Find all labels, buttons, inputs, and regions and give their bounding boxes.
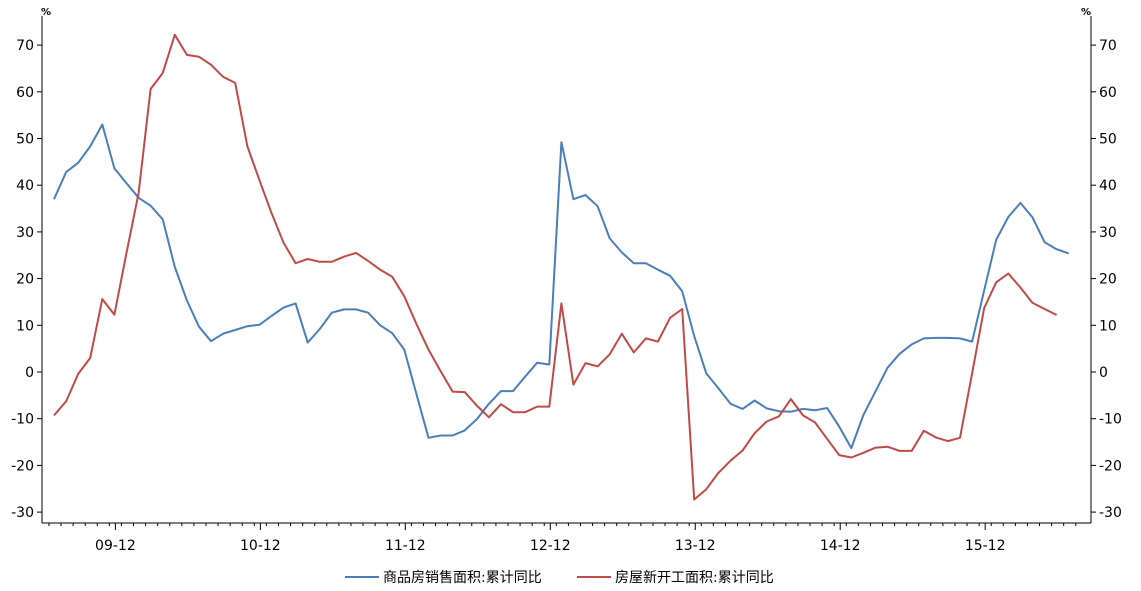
y-tick-label-right: 50	[1099, 132, 1117, 148]
y-tick-label-left: -20	[11, 458, 34, 474]
x-tick-label: 12-12	[530, 538, 571, 554]
x-tick-label: 15-12	[965, 538, 1006, 554]
x-tick-label: 09-12	[95, 538, 136, 554]
y-tick-label-left: 50	[16, 132, 34, 148]
y-tick-label-right: 10	[1099, 318, 1117, 334]
x-tick-label: 13-12	[675, 538, 716, 554]
series-line-2	[53, 33, 1058, 501]
y-tick-label-right: 60	[1099, 85, 1117, 101]
y-tick-label-left: 60	[16, 85, 34, 101]
y-tick-label-right: 0	[1099, 365, 1108, 381]
y-tick-label-right: -20	[1099, 458, 1122, 474]
y-tick-label-left: 0	[25, 365, 34, 381]
y-tick-label-left: 30	[16, 225, 34, 241]
y-tick-label-left: 70	[16, 38, 34, 54]
y-tick-label-right: 70	[1099, 38, 1117, 54]
left-axis-unit: %	[41, 7, 51, 18]
y-tick-label-right: -10	[1099, 412, 1122, 428]
series-line-1	[53, 123, 1070, 450]
legend: 商品房销售面积:累计同比 房屋新开工面积:累计同比	[345, 570, 774, 586]
x-tick-label: 10-12	[240, 538, 281, 554]
y-tick-label-left: 20	[16, 272, 34, 288]
y-tick-label-left: 40	[16, 178, 34, 194]
right-axis-unit: %	[1081, 7, 1091, 18]
y-tick-label-right: 30	[1099, 225, 1117, 241]
x-tick-label: 14-12	[820, 538, 861, 554]
series-lines	[53, 33, 1070, 501]
legend-label-2: 房屋新开工面积:累计同比	[615, 570, 774, 586]
x-ticks: 09-12 10-12 11-12 12-12 13-12 14-12 15-12	[48, 523, 1077, 554]
x-tick-label: 11-12	[385, 538, 426, 554]
y-tick-label-left: -10	[11, 412, 34, 428]
y-ticks: -30 -30 -20 -20 -10 -10 0 0 10 10 20 20 30 30 40 40 50 50…	[11, 38, 1122, 521]
y-tick-label-right: -30	[1099, 505, 1122, 521]
y-tick-label-right: 20	[1099, 272, 1117, 288]
y-tick-label-right: 40	[1099, 178, 1117, 194]
y-tick-label-left: -30	[11, 505, 34, 521]
y-tick-label-left: 10	[16, 318, 34, 334]
legend-label-1: 商品房销售面积:累计同比	[383, 570, 542, 586]
